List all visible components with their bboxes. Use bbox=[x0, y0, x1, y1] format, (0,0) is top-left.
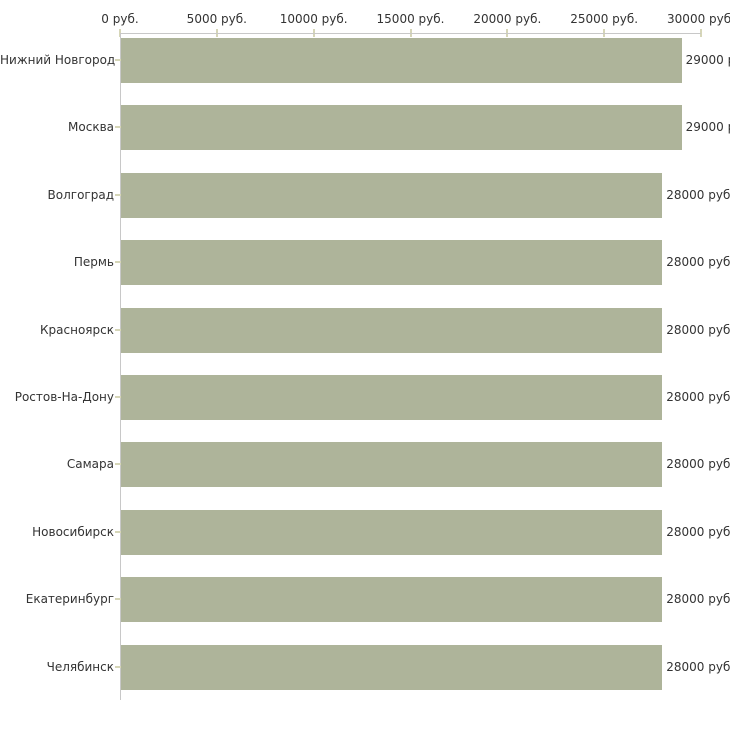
bar-row: Самара 28000 руб. bbox=[0, 442, 730, 488]
bar-row: Нижний Новгород 29000 р bbox=[0, 38, 730, 83]
value-label: 28000 руб. bbox=[666, 187, 730, 202]
y-axis-tick bbox=[115, 598, 121, 601]
category-label: Ростов-На-Дону bbox=[14, 390, 114, 404]
bar-row: Пермь 28000 руб. bbox=[0, 240, 730, 286]
x-axis-tick-label: 0 руб. bbox=[101, 12, 139, 26]
y-axis-tick bbox=[115, 193, 121, 196]
bar-row: Красноярск 28000 руб. bbox=[0, 307, 730, 353]
x-axis-tick-label: 20000 руб. bbox=[473, 12, 542, 26]
category-label: Пермь bbox=[73, 255, 114, 270]
y-axis-line bbox=[120, 33, 121, 700]
value-label: 28000 руб. bbox=[666, 524, 730, 539]
category-label: Нижний Новгород bbox=[0, 53, 116, 67]
bar bbox=[121, 172, 663, 218]
bar-row: Ростов-На-Дону 28000 руб. bbox=[0, 375, 730, 420]
bar bbox=[121, 509, 663, 555]
y-axis-tick bbox=[115, 463, 121, 466]
y-axis-tick bbox=[115, 261, 121, 264]
bar bbox=[121, 577, 663, 623]
category-label: Волгоград bbox=[47, 187, 114, 202]
x-axis-line bbox=[120, 33, 701, 34]
bar-row: Москва 29000 р bbox=[0, 105, 730, 151]
y-axis-tick bbox=[115, 665, 121, 668]
value-label: 29000 р bbox=[685, 120, 730, 135]
bar-row: Екатеринбург 28000 руб. bbox=[0, 577, 730, 623]
value-label: 29000 р bbox=[685, 53, 730, 67]
value-label: 28000 руб. bbox=[666, 659, 730, 674]
x-axis-tick-label: 10000 руб. bbox=[279, 12, 348, 26]
bar bbox=[121, 38, 682, 83]
value-label: 28000 руб. bbox=[666, 322, 730, 337]
bar-row: Волгоград 28000 руб. bbox=[0, 172, 730, 218]
category-label: Новосибирск bbox=[32, 524, 114, 539]
category-label: Красноярск bbox=[40, 322, 114, 337]
bar bbox=[121, 240, 663, 286]
bar bbox=[121, 105, 682, 151]
value-label: 28000 руб. bbox=[666, 592, 730, 607]
y-axis-tick bbox=[115, 328, 121, 331]
x-axis-tick-label: 30000 руб. bbox=[667, 12, 730, 26]
y-axis-tick bbox=[115, 126, 121, 129]
y-axis-tick bbox=[115, 396, 121, 398]
y-axis-tick bbox=[115, 530, 121, 533]
value-label: 28000 руб. bbox=[666, 457, 730, 472]
bar bbox=[121, 375, 663, 420]
bar bbox=[121, 442, 663, 488]
category-label: Москва bbox=[68, 120, 114, 135]
x-axis-tick-label: 15000 руб. bbox=[376, 12, 445, 26]
category-label: Екатеринбург bbox=[25, 592, 114, 607]
bar bbox=[121, 307, 663, 353]
x-axis-tick bbox=[700, 29, 702, 37]
category-label: Челябинск bbox=[46, 659, 114, 674]
bar-row: Челябинск 28000 руб. bbox=[0, 644, 730, 690]
x-axis-tick-label: 5000 руб. bbox=[186, 12, 247, 26]
value-label: 28000 руб. bbox=[666, 255, 730, 270]
value-label: 28000 руб. bbox=[666, 390, 730, 404]
category-label: Самара bbox=[66, 457, 114, 472]
x-axis-tick-label: 25000 руб. bbox=[570, 12, 639, 26]
bar bbox=[121, 644, 663, 690]
bar-row: Новосибирск 28000 руб. bbox=[0, 509, 730, 555]
y-axis-tick bbox=[115, 59, 121, 61]
